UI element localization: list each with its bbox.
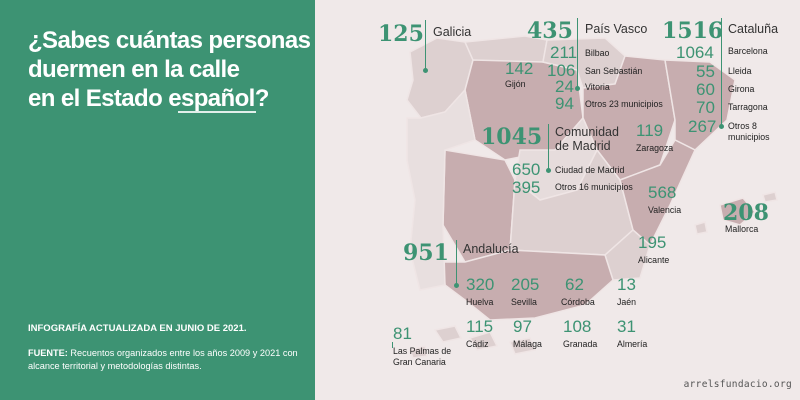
updated-note: INFOGRAFÍA ACTUALIZADA EN JUNIO DE 2021. [28, 323, 247, 334]
title-line-1: ¿Sabes cuántas personas [28, 27, 311, 54]
lleida-name: Lleida [728, 66, 752, 76]
source-label: FUENTE: [28, 348, 68, 358]
spain-map [406, 35, 778, 359]
galicia-total: 125 [378, 21, 424, 47]
map-region-canarias [409, 325, 537, 359]
cataluna-name: Cataluña [728, 22, 779, 36]
galicia-dot [423, 68, 428, 73]
andalucia-total: 951 [403, 240, 449, 266]
cadiz-value: 115 [466, 317, 494, 336]
girona-value: 60 [696, 80, 715, 99]
cataluna-leader [721, 18, 723, 126]
galicia-leader [425, 20, 427, 70]
vitoria-name: Vitoria [585, 82, 610, 92]
cadiz-name: Cádiz [466, 339, 489, 349]
map-region-menorca [762, 191, 778, 203]
cat-otros-name: Otros 8 municipios [728, 121, 770, 142]
girona-name: Girona [728, 84, 755, 94]
map-region-cataluna [664, 59, 736, 151]
mallorca-name: Mallorca [725, 224, 759, 234]
bilbao-name: Bilbao [585, 48, 610, 58]
cat-otros-value: 267 [688, 117, 717, 136]
info-panel: ¿Sabes cuántas personas duermen en la ca… [0, 0, 315, 400]
gijon-name: Gijón [505, 79, 526, 89]
valencia-name: Valencia [648, 205, 682, 215]
pais-vasco-name: País Vasco [585, 22, 648, 36]
jaen-value: 13 [617, 275, 636, 294]
pv-otros-name: Otros 23 municipios [585, 99, 663, 109]
tarragona-value: 70 [696, 98, 715, 117]
cordoba-value: 62 [565, 275, 584, 294]
madrid-otros-value: 395 [512, 178, 541, 197]
huelva-value: 320 [466, 275, 495, 294]
lleida-value: 55 [696, 62, 715, 81]
map-region-ibiza [694, 221, 708, 235]
zaragoza-value: 119 [636, 121, 664, 140]
pais-vasco-leader [577, 18, 579, 88]
sevilla-value: 205 [511, 275, 540, 294]
pais-vasco-total: 435 [527, 18, 573, 44]
malaga-value: 97 [513, 317, 532, 336]
map-area: 125 Galicia 142 Gijón 435 País Vasco 211… [315, 0, 800, 400]
las-palmas-value: 81 [393, 324, 412, 343]
title-line-3: en el Estado español? [28, 85, 269, 112]
valencia-value: 568 [648, 183, 677, 202]
map-region-andalucia [442, 249, 614, 321]
malaga-name: Málaga [513, 339, 542, 349]
source-text: Recuentos organizados entre los años 200… [28, 348, 298, 371]
cataluna-total: 1516 [662, 18, 724, 44]
mallorca-total: 208 [723, 200, 769, 226]
vitoria-value: 24 [555, 77, 574, 96]
almeria-name: Almería [617, 339, 648, 349]
alicante-value: 195 [638, 233, 667, 252]
barcelona-name: Barcelona [728, 46, 768, 56]
las-palmas-leader [392, 342, 394, 348]
title-line-2: duermen en la calle [28, 56, 240, 83]
cordoba-name: Córdoba [561, 297, 595, 307]
jaen-name: Jaén [617, 297, 637, 307]
madrid-name: Comunidad de Madrid [555, 125, 619, 153]
title-underline [178, 111, 256, 113]
madrid-city-name: Ciudad de Madrid [555, 165, 625, 175]
andalucia-dot [454, 283, 459, 288]
gijon-value: 142 [505, 59, 534, 78]
granada-value: 108 [563, 317, 592, 336]
almeria-value: 31 [617, 317, 636, 336]
san-sebastian-value: 106 [547, 61, 576, 80]
page-title: ¿Sabes cuántas personas duermen en la ca… [28, 26, 313, 113]
madrid-total: 1045 [481, 124, 543, 150]
barcelona-value: 1064 [676, 43, 714, 62]
madrid-leader [548, 124, 550, 170]
pv-otros-value: 94 [555, 94, 574, 113]
zaragoza-name: Zaragoza [636, 143, 674, 153]
madrid-otros-name: Otros 16 municipios [555, 182, 633, 192]
source-note: FUENTE: Recuentos organizados entre los … [28, 347, 313, 373]
galicia-name: Galicia [433, 25, 472, 39]
huelva-name: Huelva [466, 297, 494, 307]
granada-name: Granada [563, 339, 598, 349]
sevilla-name: Sevilla [511, 297, 537, 307]
alicante-name: Alicante [638, 255, 670, 265]
tarragona-name: Tarragona [728, 102, 768, 112]
map-portugal [406, 88, 476, 291]
madrid-dot [546, 168, 551, 173]
san-sebastian-name: San Sebastián [585, 66, 643, 76]
map-region-mallorca [719, 197, 757, 226]
site-credit: arrelsfundacio.org [683, 379, 792, 390]
pais-vasco-dot [575, 86, 580, 91]
andalucia-leader [456, 240, 458, 285]
bilbao-value: 211 [550, 43, 578, 62]
las-palmas-name: Las Palmas de Gran Canaria [393, 346, 452, 367]
madrid-city-value: 650 [512, 160, 541, 179]
cataluna-dot [719, 124, 724, 129]
andalucia-name: Andalucía [463, 242, 519, 256]
